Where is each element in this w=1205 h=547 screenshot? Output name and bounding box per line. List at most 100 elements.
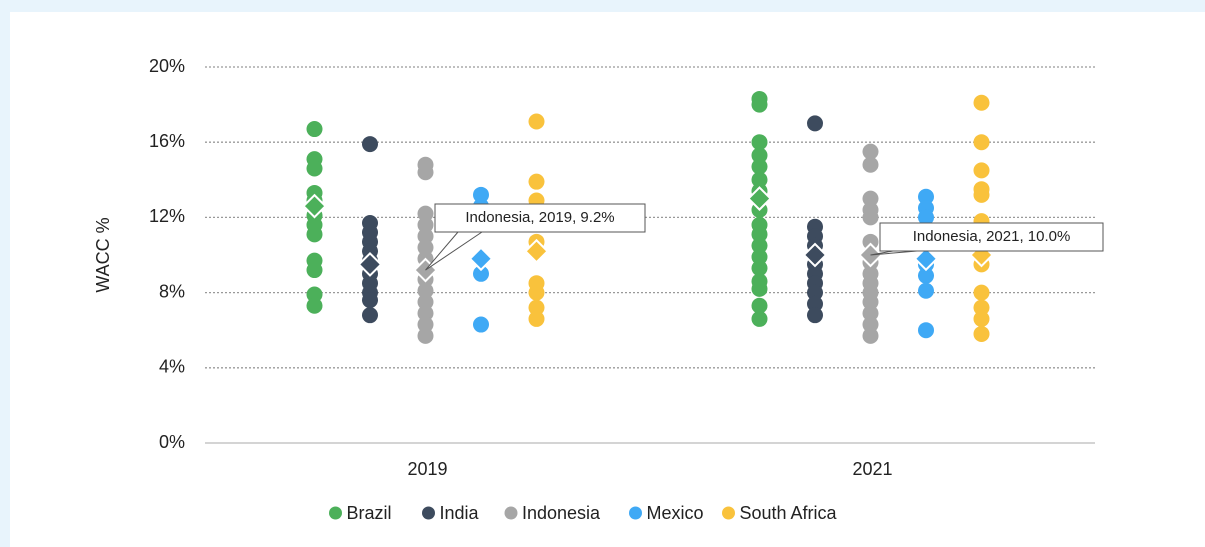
- dot: [417, 205, 434, 222]
- dot: [918, 282, 934, 299]
- dot: [862, 316, 879, 333]
- legend-label: India: [440, 503, 480, 523]
- dot: [862, 190, 879, 207]
- median-diamond: [802, 242, 828, 268]
- dot: [417, 282, 434, 299]
- dot: [751, 226, 768, 243]
- annotation-box: [434, 203, 646, 233]
- dot: [417, 164, 434, 181]
- dot: [973, 94, 990, 111]
- dot: [973, 134, 990, 151]
- annotation-box: [879, 222, 1104, 252]
- dot: [417, 228, 434, 245]
- legend-swatch: [722, 506, 735, 520]
- dot: [751, 147, 768, 164]
- legend-label: South Africa: [740, 503, 838, 523]
- dot: [751, 310, 768, 327]
- dot: [417, 305, 434, 322]
- dot: [751, 171, 768, 188]
- annotation-text: Indonesia, 2021, 10.0%: [913, 228, 1071, 245]
- y-tick-label: 0%: [159, 432, 185, 452]
- y-tick-label: 8%: [159, 281, 185, 301]
- dot: [918, 267, 934, 284]
- median-diamond: [302, 193, 327, 219]
- dot: [918, 209, 934, 226]
- y-tick-label: 16%: [149, 131, 185, 151]
- median-diamond: [524, 238, 549, 264]
- dot: [751, 248, 768, 265]
- dot: [417, 239, 434, 256]
- dot: [306, 297, 323, 314]
- dot: [417, 216, 434, 233]
- dot: [862, 233, 879, 250]
- y-tick-label: 4%: [159, 357, 185, 377]
- dot: [751, 297, 768, 314]
- dot: [973, 162, 990, 179]
- dot: [362, 292, 378, 309]
- dot: [362, 307, 378, 324]
- dot: [306, 160, 323, 177]
- dot: [751, 96, 768, 113]
- dot: [306, 286, 323, 303]
- dot: [807, 115, 823, 132]
- dot: [473, 186, 489, 203]
- annotation-text: Indonesia, 2019, 9.2%: [465, 209, 614, 226]
- legend-swatch: [629, 506, 642, 520]
- dot: [862, 209, 879, 226]
- legend-label: Brazil: [347, 503, 392, 523]
- annotation-leader: [870, 250, 918, 256]
- dot: [528, 113, 545, 130]
- dot: [528, 299, 545, 316]
- dot: [918, 188, 934, 205]
- median-diamond: [468, 246, 494, 272]
- dot: [862, 294, 879, 310]
- dot: [807, 295, 823, 312]
- dot: [862, 156, 879, 173]
- dot: [528, 173, 545, 190]
- dot: [528, 310, 545, 327]
- dot: [528, 284, 545, 301]
- dot: [417, 294, 434, 310]
- legend-label: Indonesia: [522, 503, 601, 523]
- dot: [862, 305, 879, 322]
- legend-swatch: [504, 506, 518, 520]
- legend-swatch: [329, 506, 342, 520]
- annotation-leader: [425, 231, 483, 271]
- legend-label: Mexico: [647, 503, 704, 523]
- median-diamond: [913, 246, 939, 272]
- median-diamond: [747, 186, 772, 212]
- median-diamond: [357, 251, 383, 277]
- dot: [751, 134, 768, 151]
- dot: [751, 158, 768, 175]
- dot: [306, 121, 323, 138]
- dot: [473, 265, 489, 282]
- panel: [10, 12, 1205, 547]
- dot: [417, 316, 434, 333]
- dot: [807, 307, 823, 324]
- dot: [306, 262, 323, 279]
- dot: [473, 316, 489, 333]
- dot: [751, 237, 768, 254]
- y-axis-title: WACC %: [93, 217, 113, 292]
- dot: [918, 322, 934, 339]
- dot: [862, 327, 879, 344]
- dot: [973, 325, 990, 342]
- dot: [417, 327, 434, 344]
- dot: [973, 186, 990, 203]
- dot: [973, 284, 990, 301]
- x-tick-label: 2021: [852, 459, 892, 479]
- dot: [862, 143, 879, 160]
- dot: [973, 299, 990, 316]
- dot: [362, 136, 378, 153]
- dot: [306, 226, 323, 243]
- legend-swatch: [422, 506, 435, 520]
- y-tick-label: 12%: [149, 206, 185, 226]
- y-tick-label: 20%: [149, 56, 185, 76]
- dot: [751, 280, 768, 297]
- dot: [807, 284, 823, 301]
- dot: [751, 260, 768, 277]
- x-tick-label: 2019: [407, 459, 447, 479]
- dot: [973, 310, 990, 327]
